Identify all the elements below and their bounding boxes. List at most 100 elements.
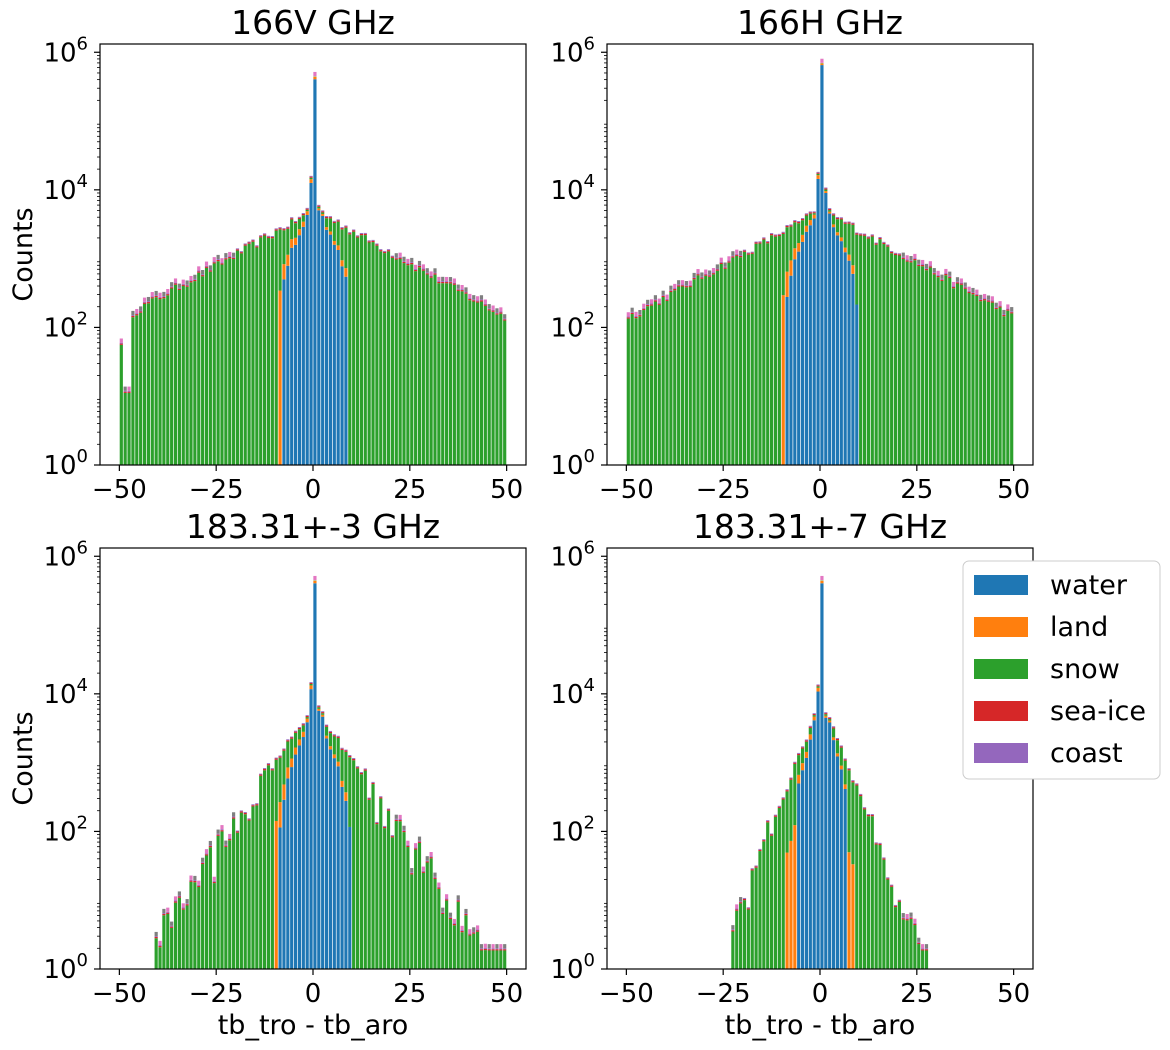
bar-sea-ice [1010, 312, 1014, 314]
bar-coast [1006, 308, 1010, 310]
bar-sea-ice [789, 225, 793, 227]
bar-other [189, 875, 193, 880]
bar-coast [340, 227, 344, 229]
bar-snow [340, 229, 344, 261]
bar-sea-ice [831, 214, 836, 216]
bar-water [831, 227, 836, 465]
bar-group [731, 575, 929, 969]
bar-sea-ice [460, 930, 464, 933]
bar-other [940, 274, 944, 279]
bar-coast [414, 268, 418, 270]
bar-coast [882, 241, 886, 243]
x-tick-label: −50 [92, 475, 147, 505]
bar-snow [359, 774, 363, 969]
bar-coast [204, 853, 209, 855]
bar-coast [208, 845, 212, 847]
bar-sea-ice [913, 923, 917, 926]
bar-snow [472, 301, 476, 465]
x-tick-label: 50 [490, 979, 523, 1009]
bar-snow [777, 807, 781, 969]
bar-coast [812, 211, 816, 213]
bar-snow [251, 241, 255, 465]
bar-water [344, 276, 348, 465]
bar-sea-ice [139, 311, 143, 313]
bar-water [812, 720, 816, 969]
bar-coast [828, 208, 832, 209]
bar-other [677, 280, 681, 285]
bar-coast [855, 783, 859, 785]
bar-snow [503, 320, 507, 465]
bar-snow [735, 255, 739, 465]
bar-snow [975, 295, 979, 465]
bar-snow [259, 237, 263, 465]
bar-coast [259, 773, 263, 775]
bar-snow [201, 864, 205, 969]
bar-snow [785, 791, 789, 853]
y-tick-label: 106 [550, 33, 595, 68]
bar-coast [797, 752, 801, 754]
bar-snow [181, 285, 185, 465]
bar-sea-ice [375, 822, 379, 825]
bar-coast [173, 900, 178, 902]
bar-coast [746, 907, 750, 909]
bar-sea-ice [684, 286, 688, 288]
bar-sea-ice [905, 260, 909, 262]
bar-sea-ice [476, 301, 480, 303]
bar-land [839, 237, 843, 242]
bar-other [410, 868, 414, 873]
bar-sea-ice [626, 317, 630, 319]
bar-coast [700, 276, 704, 278]
bar-sea-ice [232, 817, 236, 819]
bar-snow [321, 713, 325, 715]
bar-sea-ice [758, 242, 762, 244]
bar-snow [669, 292, 673, 465]
bar-water [336, 249, 340, 465]
bar-coast [421, 268, 425, 270]
bar-sea-ice [878, 843, 882, 846]
bar-coast [634, 316, 638, 317]
bar-water [282, 799, 286, 969]
bar-snow [742, 900, 747, 969]
bar-sea-ice [866, 237, 870, 239]
bar-land [324, 735, 329, 739]
bar-coast [735, 908, 739, 910]
bar-snow [363, 235, 367, 465]
bar-snow [735, 910, 739, 969]
bar-coast [874, 842, 878, 844]
bar-sea-ice [293, 221, 298, 224]
bar-sea-ice [657, 303, 661, 305]
bar-other [437, 882, 441, 887]
bar-coast [247, 818, 251, 820]
bar-land [282, 264, 286, 280]
bar-other [220, 825, 224, 830]
bar-snow [383, 828, 387, 969]
legend-label-water: water [1050, 570, 1128, 601]
bar-coast [924, 948, 929, 950]
bar-sea-ice [770, 234, 774, 236]
bar-sea-ice [340, 228, 344, 230]
bar-snow [379, 798, 383, 969]
bar-coast [843, 221, 847, 223]
bar-other [425, 856, 429, 861]
bar-other [917, 259, 921, 264]
bar-sea-ice [348, 755, 352, 758]
bar-other [181, 279, 185, 284]
bar-land [816, 175, 820, 179]
bar-snow [317, 707, 321, 709]
bar-sea-ice [882, 858, 886, 860]
bar-sea-ice [808, 212, 812, 214]
bar-water [286, 265, 290, 465]
bar-snow [708, 276, 712, 465]
bar-snow [417, 842, 422, 969]
bar-coast [293, 730, 298, 732]
bar-other [232, 812, 236, 817]
bar-other [739, 897, 743, 902]
bar-land [340, 780, 344, 787]
bar-coast [270, 768, 274, 770]
bar-sea-ice [429, 857, 433, 859]
bar-sea-ice [731, 930, 735, 932]
legend-entry-water: water [974, 570, 1128, 601]
bar-coast [464, 913, 468, 915]
bar-sea-ice [390, 836, 394, 838]
bar-other [959, 278, 963, 283]
